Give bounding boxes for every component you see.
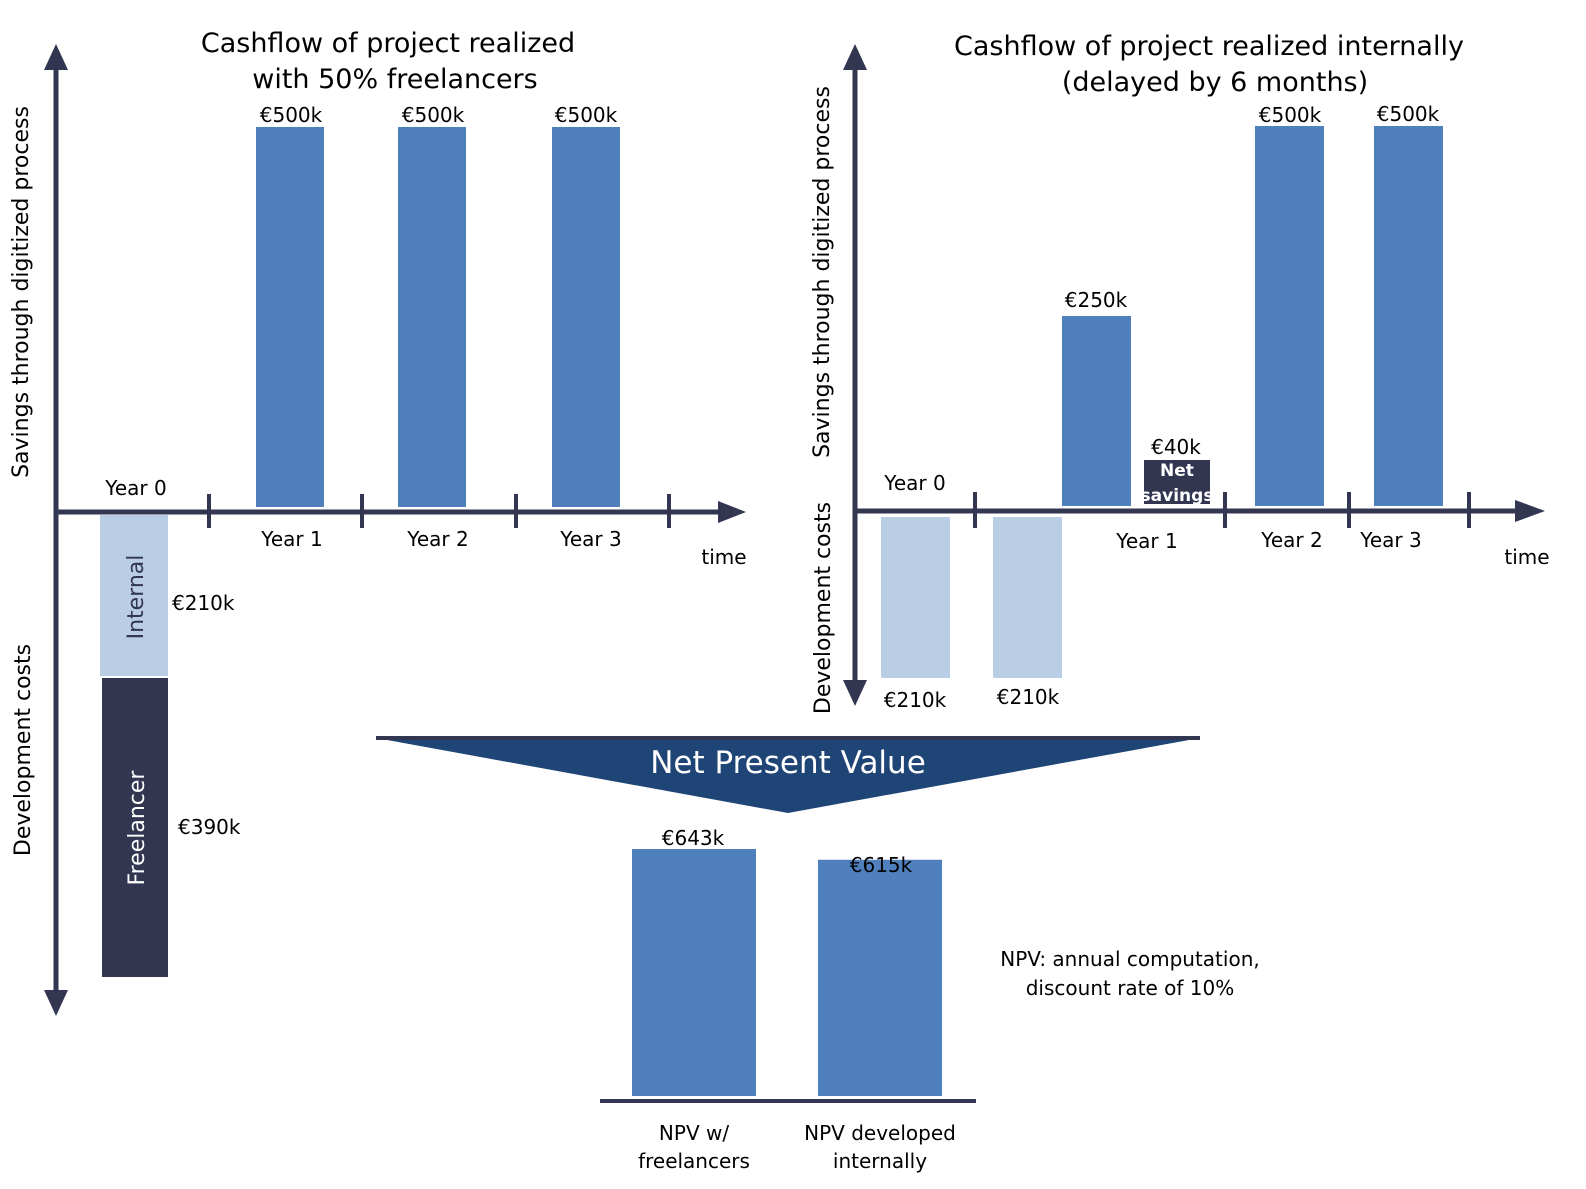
chart-title-line-1: Cashflow of project realized <box>201 28 575 59</box>
chart-title-line-2: (delayed by 6 months) <box>1062 67 1368 98</box>
development-cost-bar <box>881 517 950 678</box>
y-axis-arrow-down <box>44 990 68 1016</box>
npv-note: discount rate of 10% <box>1026 976 1235 1000</box>
category-label: internally <box>833 1149 927 1173</box>
internal-bar-label: Internal <box>124 555 149 640</box>
data-label: €210k <box>997 685 1060 709</box>
y-axis-arrow-up <box>44 44 68 70</box>
savings-bar <box>1374 126 1443 506</box>
x-axis-title: time <box>701 545 746 569</box>
development-cost-bar <box>993 517 1062 678</box>
data-label: €250k <box>1065 288 1128 312</box>
category-label: Year 3 <box>1359 528 1421 552</box>
internal-cost-bar <box>100 515 168 676</box>
data-label: €210k <box>172 591 235 615</box>
npv-section: Net Present Value €643k €615k NPV w/ fre… <box>376 736 1260 1173</box>
savings-bar <box>1062 316 1131 506</box>
chart-title-line-1: Cashflow of project realized internally <box>954 31 1464 62</box>
category-label: freelancers <box>638 1149 750 1173</box>
chart-freelancers: Cashflow of project realized with 50% fr… <box>9 28 747 1016</box>
data-label: €500k <box>555 103 618 127</box>
freelancer-bar-label: Freelancer <box>125 770 150 886</box>
y-axis-arrow-up <box>843 44 867 70</box>
npv-banner <box>376 738 1200 813</box>
savings-bar <box>1255 126 1324 506</box>
net-savings-bar <box>1144 460 1210 504</box>
category-label: Year 3 <box>559 527 621 551</box>
savings-bar <box>398 127 466 507</box>
y-axis-title-positive: Savings through digitized process <box>9 106 34 478</box>
data-label: €500k <box>1377 102 1440 126</box>
data-label: €40k <box>1151 435 1201 459</box>
data-label: €500k <box>260 103 323 127</box>
category-label: Year 0 <box>104 476 166 500</box>
npv-bar <box>632 849 756 1096</box>
category-label: Year 2 <box>1260 528 1322 552</box>
data-label: €500k <box>1259 103 1322 127</box>
data-label: €390k <box>178 815 241 839</box>
y-axis-title-positive: Savings through digitized process <box>810 86 835 458</box>
data-label: €615k <box>850 853 913 877</box>
npv-bar <box>818 859 942 1096</box>
category-label: Year 1 <box>260 527 322 551</box>
savings-bar <box>256 127 324 507</box>
chart-title-line-2: with 50% freelancers <box>252 64 537 95</box>
y-axis-arrow-down <box>843 680 867 706</box>
npv-banner-title: Net Present Value <box>650 745 926 781</box>
data-label: €643k <box>662 826 725 850</box>
npv-note: NPV: annual computation, <box>1000 947 1259 971</box>
data-label: €500k <box>402 103 465 127</box>
data-label: €210k <box>884 688 947 712</box>
category-label: NPV w/ <box>659 1121 729 1145</box>
category-label: NPV developed <box>804 1121 956 1145</box>
savings-bar <box>552 127 620 507</box>
y-axis-title-negative: Development costs <box>11 644 36 856</box>
category-label: Year 0 <box>883 471 945 495</box>
category-label: Year 1 <box>1115 529 1177 553</box>
net-savings-label: Net <box>1160 461 1194 481</box>
chart-internal: Cashflow of project realized internally … <box>810 31 1550 714</box>
x-axis-arrow <box>1515 500 1545 522</box>
y-axis-title-negative: Development costs <box>811 502 836 714</box>
freelancer-cost-bar <box>102 678 168 977</box>
category-label: Year 2 <box>406 527 468 551</box>
x-axis-arrow <box>718 501 746 523</box>
net-savings-label: savings <box>1141 486 1214 506</box>
x-axis-title: time <box>1504 545 1549 569</box>
